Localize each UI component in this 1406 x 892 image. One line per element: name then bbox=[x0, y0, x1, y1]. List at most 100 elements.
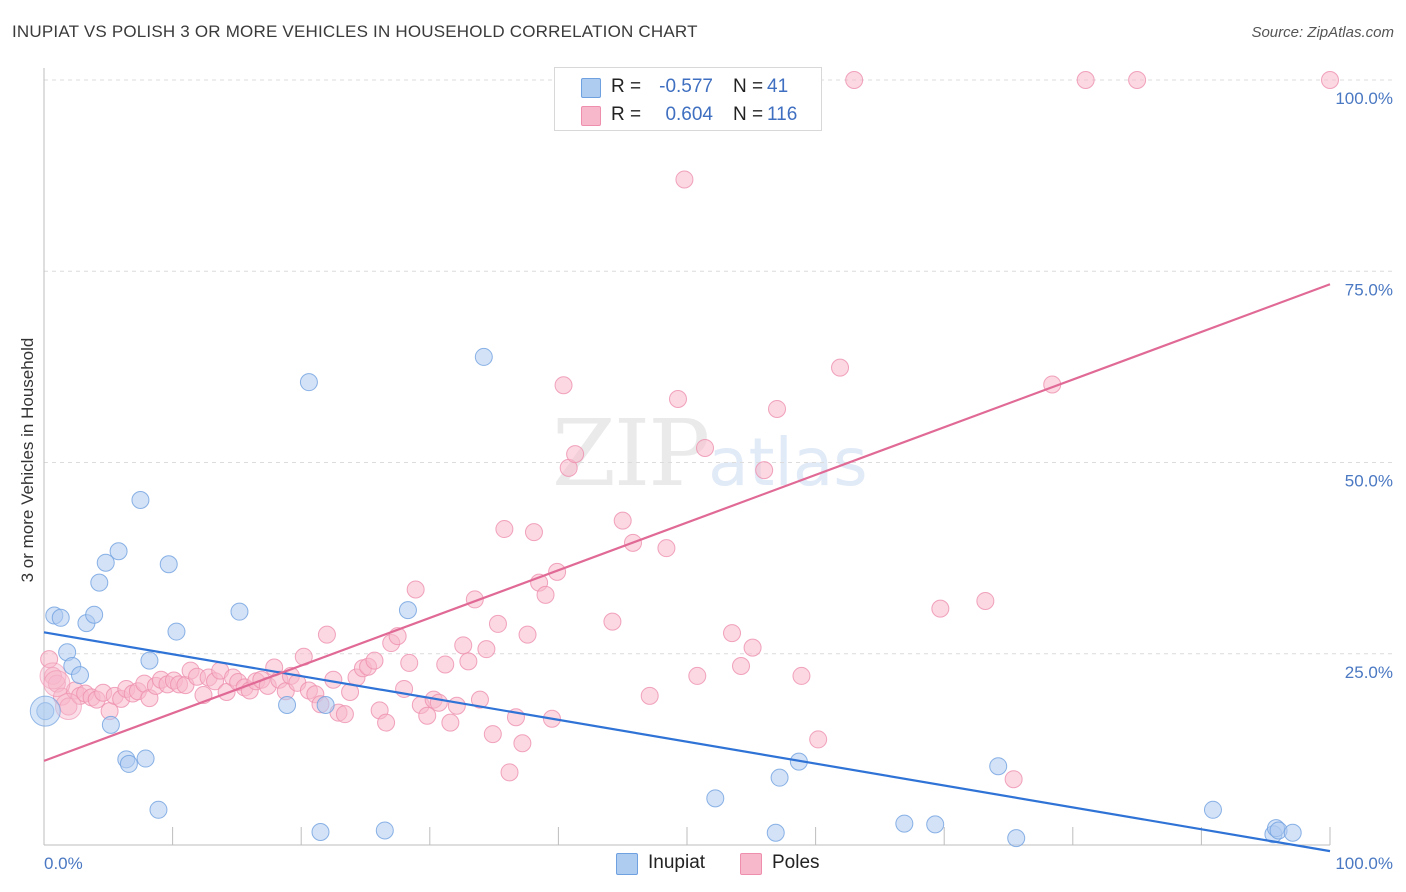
r-label: R = bbox=[611, 104, 642, 125]
poles-point bbox=[688, 666, 707, 685]
poles-point bbox=[831, 358, 850, 377]
inupiat-point bbox=[101, 715, 120, 734]
inupiat-point bbox=[311, 822, 330, 841]
inupiat-point bbox=[398, 601, 417, 620]
poles-point bbox=[500, 763, 519, 782]
n-value: 41 bbox=[767, 76, 789, 97]
y-tick-label: 100.0% bbox=[1335, 89, 1393, 108]
poles-point bbox=[809, 730, 828, 749]
grid-lines bbox=[44, 79, 1395, 655]
poles-point bbox=[723, 624, 742, 643]
poles-point bbox=[640, 686, 659, 705]
poles-point bbox=[524, 523, 543, 542]
poles-point bbox=[1076, 71, 1095, 89]
inupiat-point bbox=[96, 553, 115, 572]
poles-points bbox=[39, 71, 1339, 789]
poles-point bbox=[603, 612, 622, 631]
poles-trend-line bbox=[43, 283, 1331, 762]
poles-point bbox=[755, 461, 774, 480]
tick-labels: 25.0% 50.0% 75.0% 100.0% 0.0% 100.0% bbox=[44, 89, 1393, 873]
inupiat-point bbox=[706, 789, 725, 808]
poles-point bbox=[365, 651, 384, 670]
poles-point bbox=[668, 390, 687, 409]
inupiat-point bbox=[1283, 823, 1302, 842]
poles-point bbox=[536, 585, 555, 604]
inupiat-point bbox=[278, 696, 297, 715]
poles-point bbox=[845, 71, 864, 89]
legend-label: Inupiat bbox=[648, 852, 706, 873]
r-value: -0.577 bbox=[659, 76, 713, 97]
poles-point bbox=[1128, 71, 1147, 89]
legend-label: Poles bbox=[772, 852, 820, 873]
poles-point bbox=[454, 636, 473, 655]
inupiat-point bbox=[375, 821, 394, 840]
poles-point bbox=[436, 655, 455, 674]
inupiat-point bbox=[109, 542, 128, 561]
poles-point bbox=[470, 690, 489, 709]
n-label: N = bbox=[733, 76, 764, 97]
poles-point bbox=[613, 511, 632, 530]
inupiat-point bbox=[140, 651, 159, 670]
inupiat-point bbox=[51, 608, 70, 627]
r-value: 0.604 bbox=[665, 104, 713, 125]
poles-point bbox=[400, 653, 419, 672]
inupiat-point bbox=[71, 666, 90, 685]
inupiat-point bbox=[770, 768, 789, 787]
poles-point bbox=[931, 599, 950, 618]
poles-point bbox=[513, 734, 532, 753]
poles-point bbox=[317, 625, 336, 644]
poles-point bbox=[732, 656, 751, 675]
poles-point bbox=[495, 520, 514, 539]
inupiat-point bbox=[85, 605, 104, 624]
poles-point bbox=[743, 638, 762, 657]
source-label: Source: ZipAtlas.com bbox=[1251, 24, 1394, 41]
n-label: N = bbox=[733, 104, 764, 125]
poles-point bbox=[657, 539, 676, 558]
inupiat-point bbox=[149, 800, 168, 819]
poles-point bbox=[566, 445, 585, 464]
poles-point bbox=[554, 376, 573, 395]
poles-point bbox=[335, 705, 354, 724]
poles-point bbox=[377, 713, 396, 732]
stats-swatch-inupiat bbox=[581, 78, 601, 98]
poles-point bbox=[459, 652, 478, 671]
poles-point bbox=[548, 562, 567, 581]
legend-swatch-poles bbox=[740, 853, 762, 875]
poles-point bbox=[792, 666, 811, 685]
inupiat-trend-line bbox=[43, 631, 1331, 853]
inupiat-point-large bbox=[29, 695, 61, 727]
legend-swatch-inupiat bbox=[616, 853, 638, 875]
trend-lines bbox=[43, 283, 1331, 853]
x-tick-label: 0.0% bbox=[44, 854, 83, 873]
poles-point bbox=[518, 625, 537, 644]
inupiat-points bbox=[29, 347, 1302, 848]
inupiat-point bbox=[159, 555, 178, 574]
r-label: R = bbox=[611, 76, 642, 97]
stats-swatch-poles bbox=[581, 106, 601, 126]
n-value: 116 bbox=[767, 104, 798, 125]
inupiat-point bbox=[299, 373, 318, 392]
poles-point-large bbox=[43, 670, 71, 698]
poles-point bbox=[768, 399, 787, 418]
poles-point bbox=[488, 614, 507, 633]
inupiat-point bbox=[119, 754, 138, 773]
inupiat-point bbox=[90, 573, 109, 592]
poles-point bbox=[976, 591, 995, 610]
poles-point bbox=[675, 170, 694, 189]
y-tick-label: 50.0% bbox=[1345, 472, 1393, 491]
poles-point bbox=[441, 713, 460, 732]
poles-point bbox=[1004, 770, 1023, 789]
inupiat-point bbox=[316, 696, 335, 715]
inupiat-point bbox=[989, 757, 1008, 776]
inupiat-point bbox=[474, 347, 493, 366]
poles-point bbox=[447, 696, 466, 715]
inupiat-point bbox=[230, 602, 249, 621]
poles-point bbox=[429, 693, 448, 712]
poles-point bbox=[418, 706, 437, 725]
inupiat-point bbox=[136, 749, 155, 768]
inupiat-point bbox=[131, 490, 150, 509]
poles-point bbox=[477, 640, 496, 659]
inupiat-point bbox=[895, 814, 914, 833]
inupiat-point bbox=[1203, 800, 1222, 819]
